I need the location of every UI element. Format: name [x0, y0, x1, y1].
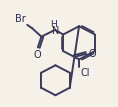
Text: O: O — [33, 50, 41, 60]
Text: N: N — [53, 26, 60, 36]
Text: H: H — [50, 20, 57, 29]
Text: Cl: Cl — [80, 68, 90, 78]
Text: Br: Br — [15, 14, 26, 24]
Text: O: O — [88, 49, 96, 59]
